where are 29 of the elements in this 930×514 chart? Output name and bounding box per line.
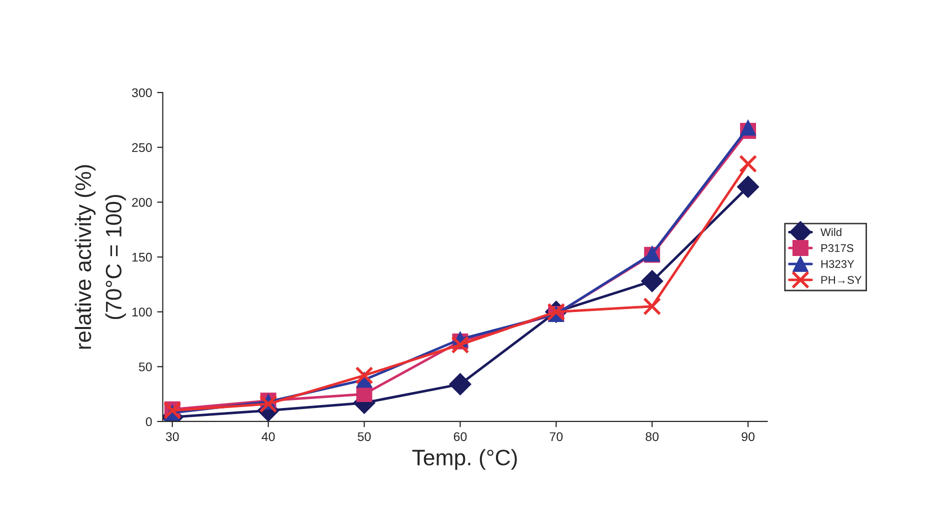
x-tick-label: 90	[742, 432, 755, 442]
point	[736, 176, 760, 198]
x-tick-label: 50	[358, 432, 371, 442]
y-tick-label: 200	[132, 198, 152, 207]
point	[739, 154, 758, 173]
legend-label: P317S	[821, 244, 854, 252]
legend-label: Wild	[820, 228, 842, 236]
x-tick-label: 40	[262, 432, 275, 442]
point	[740, 120, 756, 136]
x-tick-label: 80	[646, 432, 659, 442]
point	[449, 373, 472, 396]
legend-label: PH→SY	[821, 276, 862, 284]
point	[640, 270, 664, 292]
y-tick-label: 250	[132, 143, 152, 152]
x-tick-label: 60	[454, 432, 467, 442]
legend-label: H323Y	[821, 260, 854, 268]
point	[643, 297, 662, 316]
point	[451, 336, 470, 354]
x-tick-label: 70	[550, 432, 563, 442]
y-tick-label: 100	[132, 308, 152, 316]
y-tick-label: 300	[132, 88, 152, 98]
y-tick-label: 50	[138, 362, 152, 372]
x-axis-title: Temp. (°C)	[412, 449, 517, 470]
y-tick-label: 0	[146, 417, 152, 426]
y-tick-label: 150	[132, 252, 152, 262]
point	[355, 366, 374, 384]
x-tick-label: 30	[166, 432, 179, 442]
y-axis-title: relative activity (%) (70°C = 100)	[74, 165, 126, 349]
point	[259, 394, 278, 413]
